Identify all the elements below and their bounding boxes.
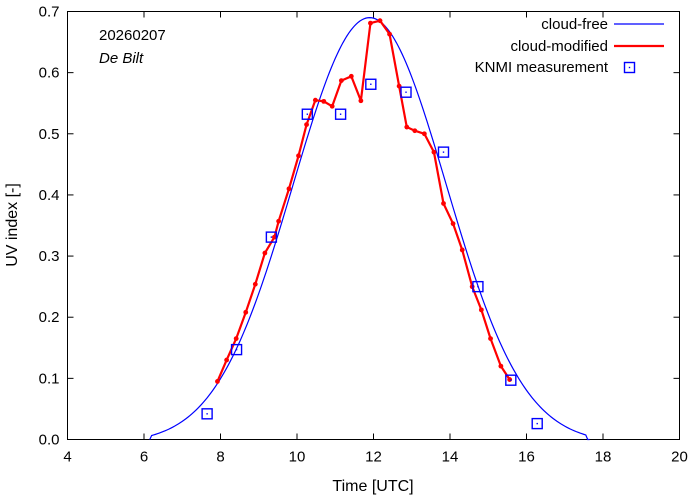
cloud-modified-point: [262, 250, 268, 256]
cloud-modified-point: [459, 247, 465, 253]
legend: cloud-free cloud-modified KNMI measureme…: [475, 16, 664, 76]
cloud-modified-point: [469, 284, 475, 290]
knmi-measurement-dot: [442, 151, 445, 153]
knmi-measurement-marker: [505, 374, 517, 386]
knmi-measurement-marker: [201, 408, 213, 420]
knmi-measurement-dot: [405, 91, 407, 93]
cloud-modified-point: [329, 103, 335, 109]
ticks-layer: 4 6 8 10 12 14 16 18 20 0.0 0.1 0.2 0.3 0.4 0.5 0.6 0.7: [39, 4, 688, 466]
cloud-modified-point: [243, 309, 249, 315]
x-tick-label: 18: [595, 449, 612, 466]
knmi-measurement-dot: [370, 83, 372, 85]
cloud-modified-point: [348, 73, 354, 79]
legend-swatch-knmi-dot: [628, 66, 631, 69]
x-tick-label: 12: [365, 449, 382, 466]
cloud-modified-point: [252, 281, 258, 287]
location-annotation: De Bilt: [99, 50, 144, 67]
cloud-modified-point: [404, 124, 410, 130]
x-tick-label: 4: [63, 449, 71, 466]
cloud-modified-point: [387, 31, 392, 37]
x-tick-label: 10: [289, 449, 306, 466]
y-tick-label: 0.0: [39, 432, 60, 449]
legend-label-cloud-free: cloud-free: [541, 16, 608, 33]
cloud-modified-point: [321, 98, 327, 104]
x-tick-label: 16: [518, 449, 535, 466]
cloud-modified-point: [233, 336, 239, 342]
cloud-modified-point: [304, 122, 309, 128]
knmi-measurement-dot: [477, 285, 479, 288]
y-axis-title: UV index [-]: [4, 183, 21, 267]
y-tick-label: 0.3: [39, 248, 60, 265]
x-axis-title: Time [UTC]: [332, 478, 413, 495]
knmi-measurement-marker: [437, 146, 450, 158]
cloud-modified-point: [286, 186, 292, 192]
series-line-cloud-free: [149, 17, 590, 441]
cloud-modified-point: [421, 131, 427, 137]
cloud-modified-point: [450, 221, 456, 227]
y-tick-label: 0.6: [39, 65, 60, 82]
knmi-measurement-dot: [206, 413, 208, 415]
knmi-measurement-dot: [536, 422, 538, 425]
cloud-modified-point: [488, 336, 493, 342]
legend-swatch-knmi-measurement: [623, 61, 636, 74]
cloud-modified-point: [431, 149, 437, 155]
cloud-modified-point: [441, 201, 446, 206]
cloud-modified-point: [215, 379, 220, 384]
y-tick-label: 0.5: [39, 126, 60, 143]
series-line-cloud-modified: [216, 19, 511, 382]
cloud-modified-point: [312, 97, 318, 103]
legend-label-cloud-modified: cloud-modified: [510, 38, 608, 55]
knmi-measurement-dot: [270, 236, 273, 238]
y-tick-label: 0.4: [39, 187, 60, 204]
knmi-measurement-marker: [265, 231, 278, 243]
cloud-modified-point: [272, 234, 277, 240]
legend-label-knmi-measurement: KNMI measurement: [475, 59, 609, 76]
knmi-measurement-dot: [306, 113, 309, 115]
knmi-measurement-marker: [472, 280, 484, 293]
y-tick-label: 0.2: [39, 309, 60, 326]
cloud-modified-point: [478, 307, 484, 313]
knmi-measurement-dot: [339, 113, 342, 115]
cloud-modified-point: [377, 18, 383, 24]
knmi-measurement-marker: [334, 108, 347, 120]
x-tick-label: 14: [442, 449, 459, 466]
knmi-measurement-dot: [510, 379, 512, 381]
cloud-modified-point: [224, 357, 230, 363]
knmi-measurement-marker: [230, 343, 243, 356]
date-annotation: 20260207: [99, 27, 166, 44]
x-tick-label: 8: [216, 449, 224, 466]
y-tick-label: 0.1: [39, 370, 60, 387]
series-layer: [149, 17, 590, 441]
cloud-modified-point: [368, 20, 373, 26]
y-tick-label: 0.7: [39, 4, 60, 21]
knmi-measurement-dot: [235, 348, 238, 351]
cloud-modified-point: [338, 78, 344, 83]
x-tick-label: 20: [671, 449, 688, 466]
cloud-modified-point: [498, 363, 504, 369]
knmi-measurement-marker: [301, 108, 314, 120]
knmi-measurement-marker: [365, 78, 377, 90]
knmi-measurement-marker: [400, 86, 412, 98]
cloud-modified-point: [276, 218, 282, 224]
cloud-modified-point: [358, 98, 364, 104]
cloud-modified-point: [412, 128, 418, 134]
knmi-measurement-marker: [531, 417, 543, 430]
x-tick-label: 6: [140, 449, 148, 466]
cloud-modified-point: [296, 153, 301, 159]
